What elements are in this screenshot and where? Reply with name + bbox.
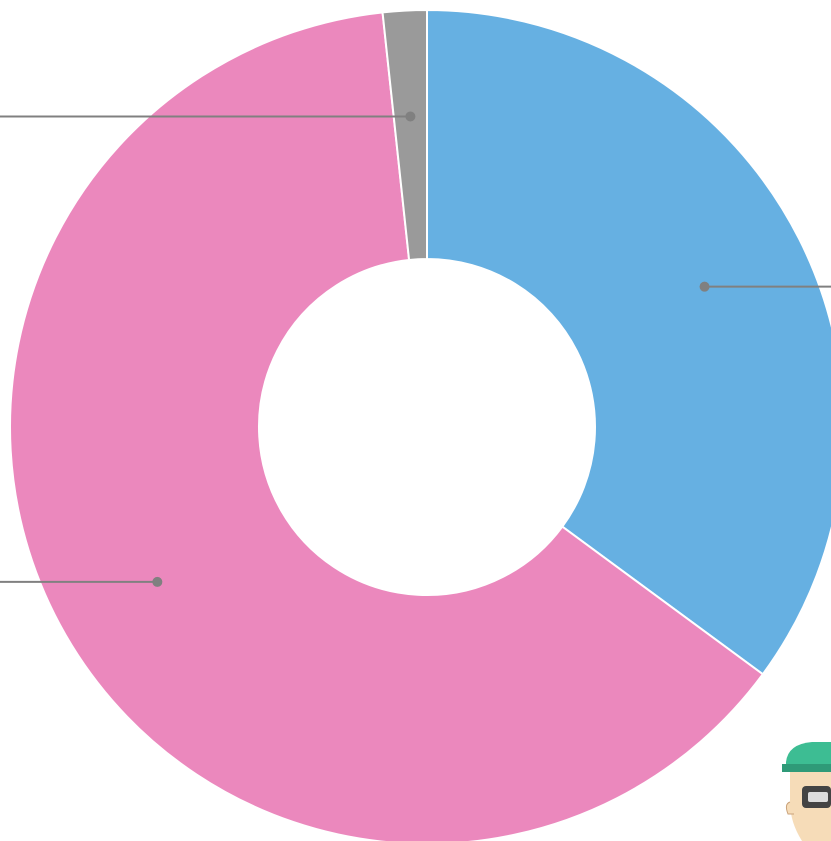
donut (10, 10, 831, 841)
leader-dot (152, 577, 162, 587)
page: {"chart_data": {"type": "pie", "values":… (0, 0, 831, 841)
leader-dot (405, 111, 415, 121)
mascot-icon (782, 742, 831, 841)
leader-dot (700, 282, 710, 292)
chart (0, 0, 831, 841)
